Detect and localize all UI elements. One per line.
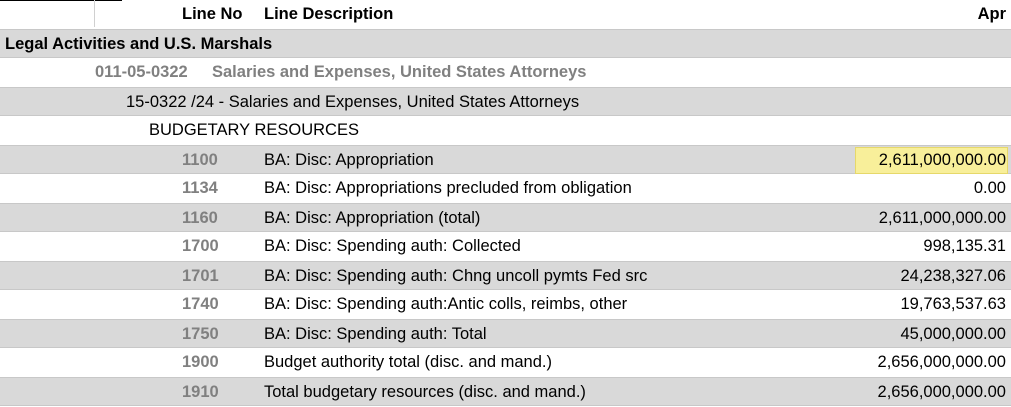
table-row[interactable]: 1100 BA: Disc: Appropriation 2,611,000,0… — [0, 145, 1011, 174]
description-cell: Budget authority total (disc. and mand.) — [264, 353, 552, 371]
table-row[interactable]: 1910 Total budgetary resources (disc. an… — [0, 377, 1011, 406]
account-row[interactable]: 011-05-0322 Salaries and Expenses, Unite… — [0, 58, 1011, 87]
header-line-description[interactable]: Line Description — [264, 5, 394, 23]
line-no-cell: 1701 — [182, 267, 219, 285]
selected-cell-highlight[interactable] — [855, 147, 1008, 174]
table-row[interactable]: 1160 BA: Disc: Appropriation (total) 2,6… — [0, 203, 1011, 232]
header-line-no[interactable]: Line No — [182, 5, 243, 23]
line-no-cell: 1900 — [182, 353, 219, 371]
description-cell: BA: Disc: Appropriation (total) — [264, 209, 481, 227]
amount-cell[interactable]: 24,238,327.06 — [900, 267, 1006, 285]
amount-cell[interactable]: 2,656,000,000.00 — [877, 383, 1006, 401]
line-no-cell: 1700 — [182, 237, 219, 255]
amount-cell[interactable]: 0.00 — [973, 179, 1006, 197]
description-cell: BA: Disc: Spending auth: Total — [264, 325, 487, 343]
header-row: Line No Line Description Apr — [0, 0, 1011, 29]
top-border-line — [0, 0, 122, 1]
bureau-title: Legal Activities and U.S. Marshals — [5, 35, 273, 53]
amount-cell[interactable]: 2,611,000,000.00 — [878, 209, 1006, 227]
line-no-cell: 1134 — [182, 179, 218, 197]
description-cell: BA: Disc: Spending auth: Collected — [264, 237, 521, 255]
description-cell: Total budgetary resources (disc. and man… — [264, 383, 586, 401]
table-row[interactable]: 1750 BA: Disc: Spending auth: Total 45,0… — [0, 319, 1011, 348]
table-row[interactable]: 1134 BA: Disc: Appropriations precluded … — [0, 174, 1011, 203]
account-name: Salaries and Expenses, United States Att… — [212, 63, 587, 81]
amount-cell[interactable]: 2,611,000,000.00 — [878, 151, 1006, 169]
description-cell: BA: Disc: Spending auth: Chng uncoll pym… — [264, 267, 648, 285]
table-row[interactable]: 1700 BA: Disc: Spending auth: Collected … — [0, 232, 1011, 261]
line-no-cell: 1750 — [182, 325, 219, 343]
tafs-row[interactable]: 15-0322 /24 - Salaries and Expenses, Uni… — [0, 87, 1011, 116]
amount-cell[interactable]: 2,656,000,000.00 — [877, 353, 1006, 371]
line-no-cell: 1910 — [182, 383, 219, 401]
header-period[interactable]: Apr — [977, 5, 1006, 23]
description-cell: BA: Disc: Appropriation — [264, 151, 434, 169]
line-no-cell: 1100 — [182, 151, 218, 169]
tafs-label: 15-0322 /24 - Salaries and Expenses, Uni… — [126, 93, 580, 111]
amount-cell[interactable]: 19,763,537.63 — [900, 295, 1006, 313]
description-cell: BA: Disc: Appropriations precluded from … — [264, 179, 632, 197]
section-title: BUDGETARY RESOURCES — [149, 121, 359, 139]
line-no-cell: 1160 — [182, 209, 218, 227]
table-row[interactable]: 1701 BA: Disc: Spending auth: Chng uncol… — [0, 261, 1011, 290]
line-no-cell: 1740 — [182, 295, 219, 313]
table-row[interactable]: 1900 Budget authority total (disc. and m… — [0, 348, 1011, 377]
bureau-row[interactable]: Legal Activities and U.S. Marshals — [0, 29, 1011, 58]
description-cell: BA: Disc: Spending auth:Antic colls, rei… — [264, 295, 628, 313]
account-code: 011-05-0322 — [95, 63, 188, 81]
section-row[interactable]: BUDGETARY RESOURCES — [0, 116, 1011, 145]
top-gridline — [94, 0, 95, 27]
amount-cell[interactable]: 998,135.31 — [923, 237, 1006, 255]
amount-cell[interactable]: 45,000,000.00 — [900, 325, 1006, 343]
table-row[interactable]: 1740 BA: Disc: Spending auth:Antic colls… — [0, 290, 1011, 319]
